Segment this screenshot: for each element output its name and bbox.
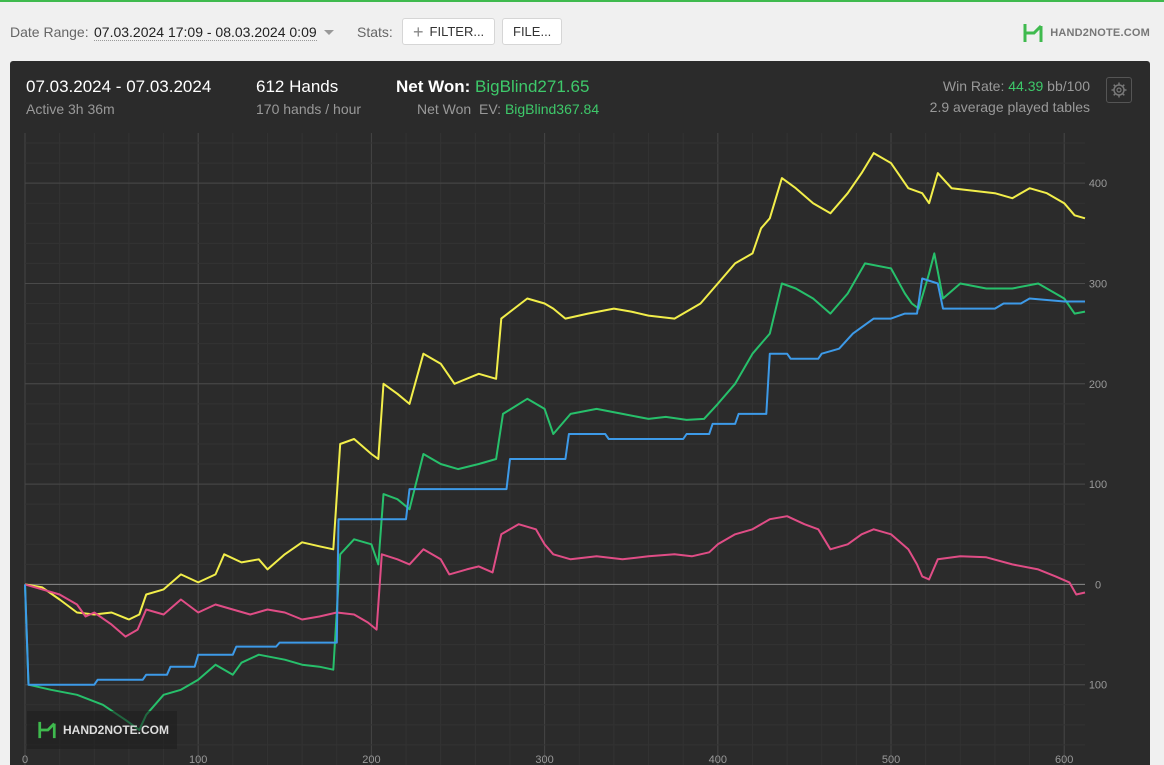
settings-button[interactable] bbox=[1106, 77, 1132, 103]
graph-panel: 400 300 200 100 0 100 0 100 200 300 400 500 600 07.… bbox=[10, 61, 1150, 765]
x-tick-label: 200 bbox=[362, 754, 380, 765]
summary-date: 07.03.2024 - 07.03.2024 bbox=[26, 77, 212, 96]
net-won-label: Net Won: bbox=[396, 77, 471, 96]
chart-grid bbox=[24, 133, 1085, 765]
x-tick-label: 400 bbox=[709, 754, 727, 765]
x-axis-labels: 0 100 200 300 400 500 600 bbox=[22, 754, 1073, 765]
watermark-text: HAND2NOTE.COM bbox=[63, 723, 170, 737]
series-line-green bbox=[24, 252, 1086, 731]
y-tick-label: 200 bbox=[1089, 379, 1107, 391]
series-line-blue bbox=[24, 277, 1085, 686]
plus-icon: + bbox=[413, 21, 424, 42]
y-tick-label: 400 bbox=[1089, 178, 1107, 190]
y-tick-label: 100 bbox=[1089, 680, 1107, 692]
net-won-value: BigBlind271.65 bbox=[475, 77, 590, 96]
hand2note-logo-icon bbox=[1023, 24, 1043, 42]
y-tick-label: 300 bbox=[1089, 278, 1107, 290]
profit-chart: 400 300 200 100 0 100 0 100 200 300 400 500 600 bbox=[22, 133, 1107, 765]
gear-icon bbox=[1111, 82, 1127, 98]
brand-text: HAND2NOTE.COM bbox=[1050, 27, 1150, 39]
file-button[interactable]: FILE... bbox=[502, 18, 563, 45]
top-accent-bar bbox=[0, 0, 1164, 2]
x-tick-label: 0 bbox=[22, 754, 28, 765]
summary-tables: 2.9 average played tables bbox=[929, 99, 1090, 115]
x-tick-label: 500 bbox=[882, 754, 900, 765]
win-rate-label: Win Rate: bbox=[942, 78, 1005, 94]
win-rate-unit: bb/100 bbox=[1047, 78, 1090, 94]
filter-button[interactable]: + FILTER... bbox=[402, 18, 496, 45]
date-range-label: Date Range: bbox=[10, 24, 89, 40]
filter-button-label: FILTER... bbox=[429, 24, 485, 39]
file-button-label: FILE... bbox=[513, 24, 552, 39]
win-rate-value: 44.39 bbox=[1008, 78, 1044, 94]
summary-win-rate: Win Rate: 44.39 bb/100 bbox=[943, 78, 1090, 94]
x-tick-label: 600 bbox=[1055, 754, 1073, 765]
chart-series bbox=[24, 152, 1086, 731]
brand-logo: HAND2NOTE.COM bbox=[1022, 22, 1150, 44]
watermark: HAND2NOTE.COM bbox=[27, 711, 177, 749]
summary-hands-per-hour: 170 hands / hour bbox=[256, 101, 362, 117]
net-won-ev-value: BigBlind367.84 bbox=[504, 101, 600, 117]
summary-net-won: Net Won: BigBlind271.65 bbox=[396, 77, 589, 97]
x-tick-label: 100 bbox=[189, 754, 207, 765]
summary-active: Active 3h 36m bbox=[26, 101, 115, 117]
summary-hands: 612 Hands bbox=[256, 77, 339, 96]
hand2note-logo-icon bbox=[38, 721, 56, 739]
chevron-down-icon[interactable] bbox=[324, 30, 334, 35]
y-axis-labels: 400 300 200 100 0 100 bbox=[1089, 178, 1107, 692]
series-line-pink bbox=[24, 515, 1086, 638]
y-tick-label: 0 bbox=[1095, 579, 1101, 591]
y-tick-label: 100 bbox=[1089, 479, 1107, 491]
x-tick-label: 300 bbox=[535, 754, 553, 765]
net-won-ev-label: Net Won EV: bbox=[417, 101, 502, 117]
toolbar: Date Range: 07.03.2024 17:09 - 08.03.202… bbox=[0, 2, 1164, 60]
stats-label: Stats: bbox=[357, 24, 393, 40]
summary-net-won-ev: Net Won EV: BigBlind367.84 bbox=[417, 101, 599, 117]
series-line-yellow bbox=[24, 152, 1086, 621]
date-range-select[interactable]: 07.03.2024 17:09 - 08.03.2024 0:09 bbox=[94, 24, 317, 41]
